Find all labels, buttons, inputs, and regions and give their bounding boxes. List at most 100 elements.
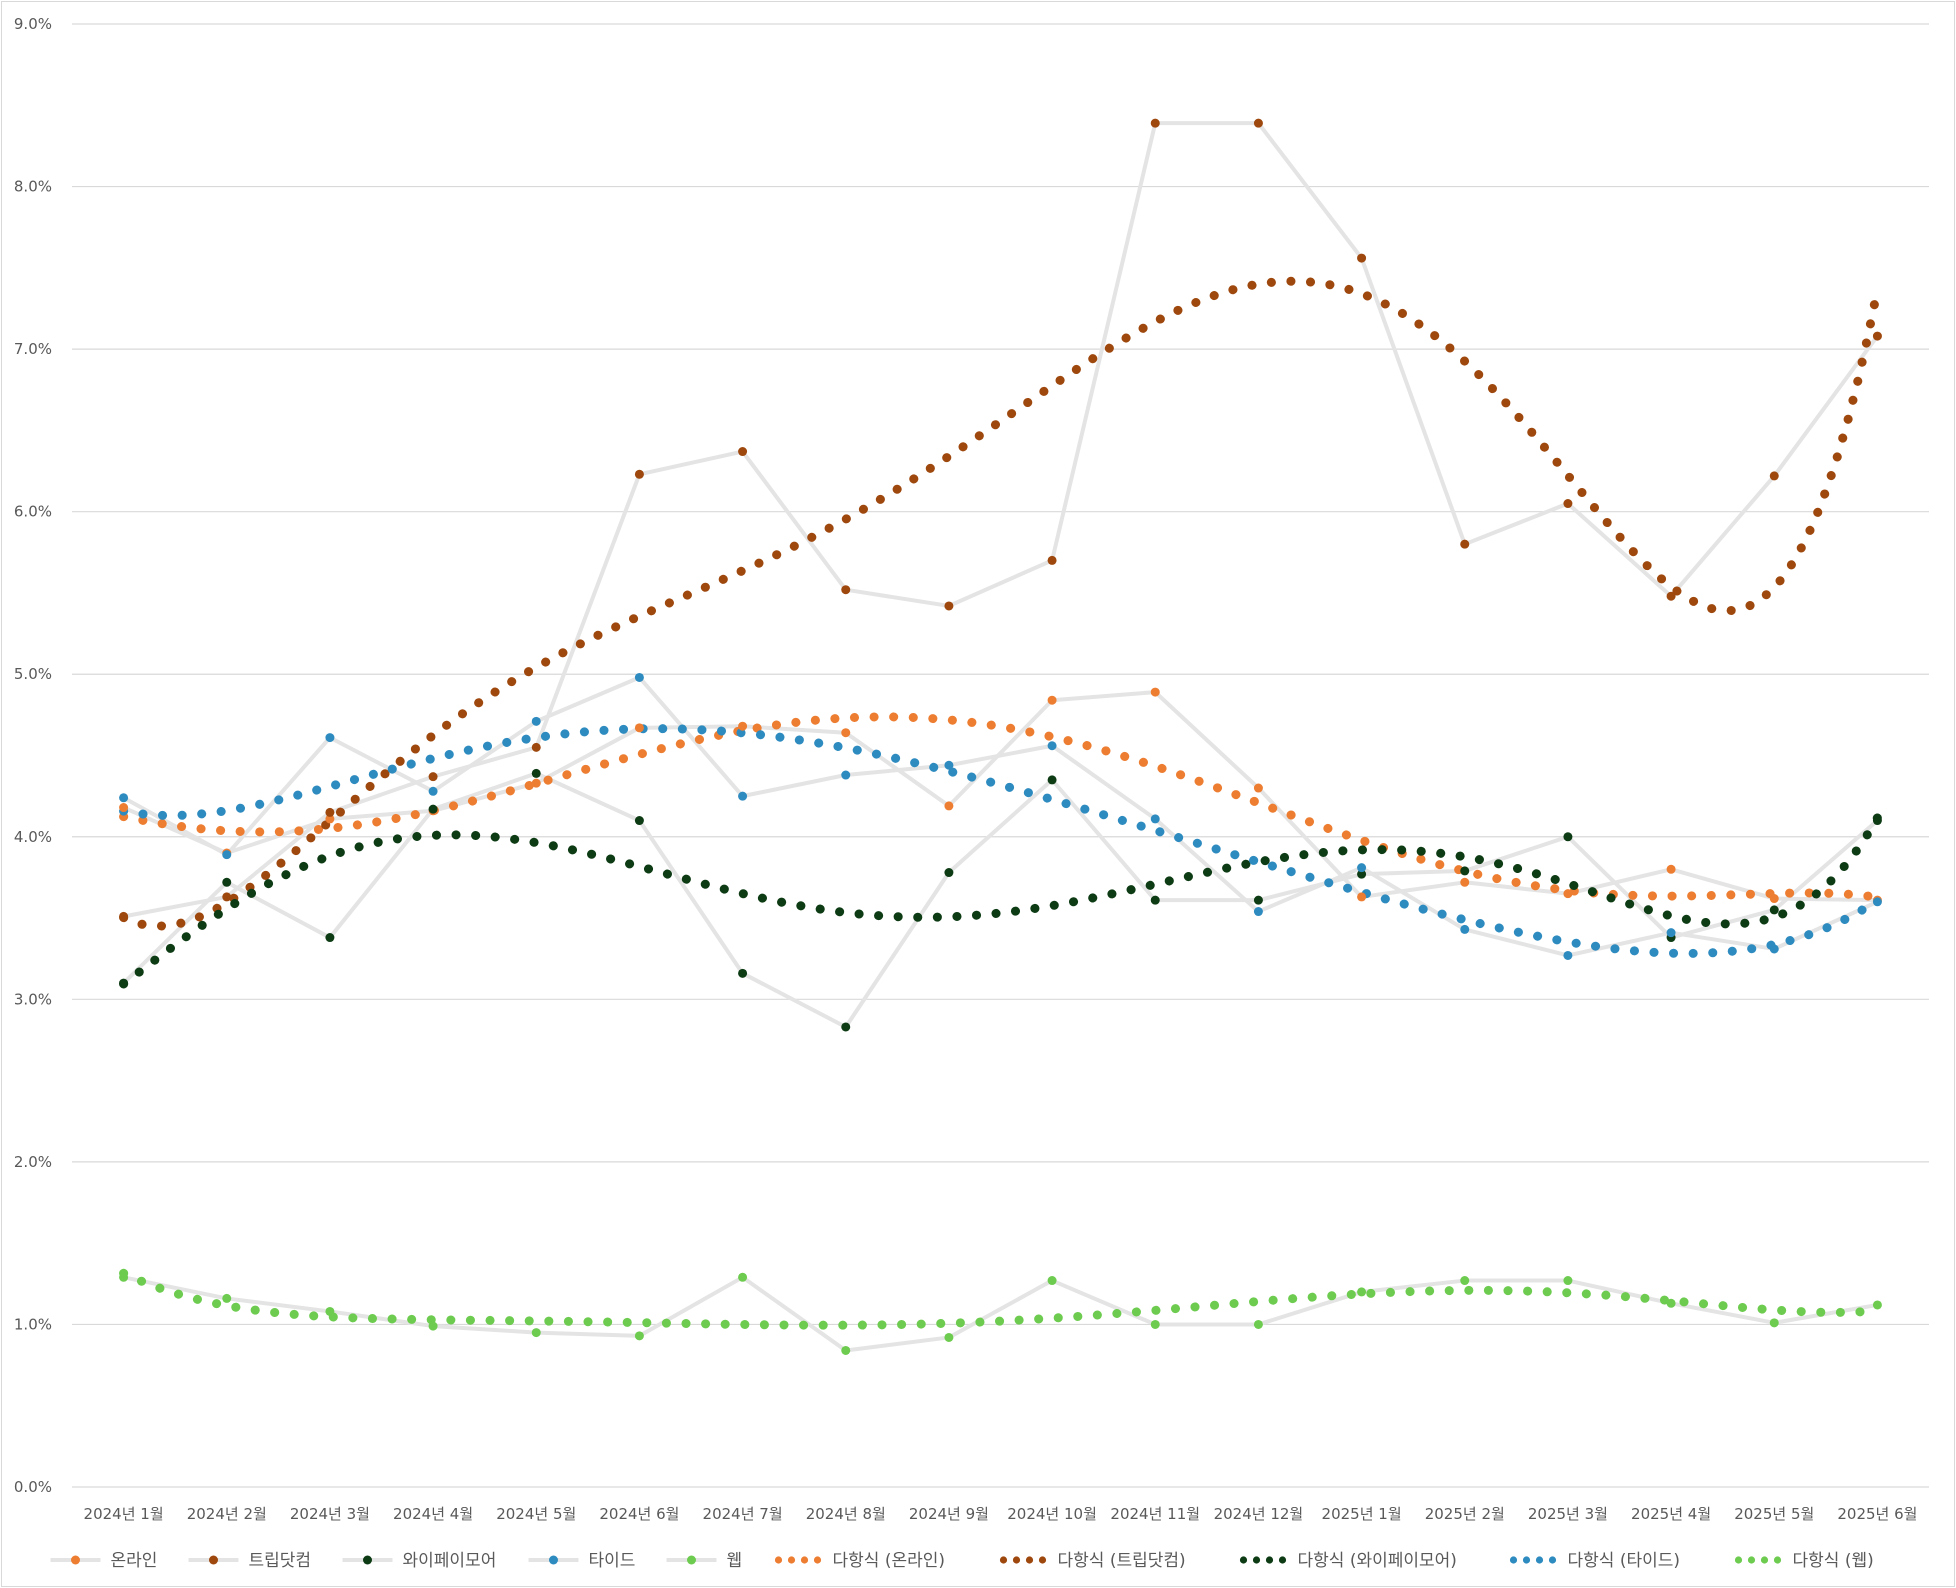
data-point <box>325 933 335 943</box>
x-tick-label: 2024년 1월 <box>84 1505 164 1523</box>
legend-swatch-dot <box>1038 1556 1047 1564</box>
data-point <box>1253 783 1263 793</box>
legend-swatch-marker <box>71 1555 80 1565</box>
data-point <box>1047 695 1057 705</box>
data-point <box>944 601 954 611</box>
x-tick-label: 2024년 8월 <box>806 1505 886 1523</box>
data-point <box>1666 1298 1676 1308</box>
legend-label: 다항식 (타이드) <box>1568 1551 1681 1571</box>
y-tick-label: 3.0% <box>14 990 52 1008</box>
data-point <box>841 585 851 595</box>
x-tick-label: 2025년 1월 <box>1322 1505 1402 1523</box>
data-point <box>1563 499 1573 509</box>
x-tick-label: 2024년 10월 <box>1007 1505 1097 1523</box>
legend-label: 웹 <box>727 1551 743 1571</box>
legend-label: 다항식 (트립닷컴) <box>1058 1551 1186 1571</box>
data-point <box>1047 555 1057 565</box>
trend-line <box>119 276 1882 931</box>
data-point <box>1460 866 1470 876</box>
data-point <box>634 672 644 682</box>
series-lines <box>122 121 1880 1353</box>
data-point <box>841 1022 851 1032</box>
trend-line <box>119 712 1882 902</box>
data-point <box>634 469 644 479</box>
legend-swatch-dot <box>1734 1556 1743 1564</box>
gridlines <box>72 23 1929 1488</box>
legend-swatch-dot <box>1012 1556 1021 1564</box>
legend-item: 온라인 <box>50 1551 157 1571</box>
data-point <box>1357 1287 1367 1297</box>
legend-swatch-dot <box>999 1556 1008 1564</box>
data-point <box>428 786 438 796</box>
data-point <box>119 978 129 988</box>
x-tick-label: 2024년 2월 <box>187 1505 267 1523</box>
x-tick-label: 2025년 2월 <box>1425 1505 1505 1523</box>
data-point <box>634 723 644 733</box>
x-tick-label: 2024년 9월 <box>909 1505 989 1523</box>
data-point <box>1872 897 1882 907</box>
data-point <box>1769 905 1779 915</box>
data-point <box>738 968 748 978</box>
legend-label: 다항식 (와이페이모어) <box>1298 1551 1457 1571</box>
y-tick-label: 1.0% <box>14 1315 52 1333</box>
y-axis-ticks: 0.0% 1.0% 2.0% 3.0% 4.0% 5.0% 6.0% 7.0% 8.0% 9.0% <box>14 15 52 1496</box>
legend-swatch-dot <box>1773 1556 1782 1564</box>
data-point <box>531 742 541 752</box>
data-point <box>634 816 644 826</box>
legend-swatch-dot <box>787 1556 796 1564</box>
series-points <box>119 118 1882 1355</box>
legend-swatch-dot <box>1278 1556 1287 1564</box>
legend-swatch-dot <box>1252 1556 1261 1564</box>
data-point <box>1047 1276 1057 1286</box>
data-point <box>1150 118 1160 128</box>
data-point <box>1769 471 1779 481</box>
data-point <box>1047 775 1057 785</box>
x-tick-label: 2025년 6월 <box>1837 1505 1917 1523</box>
trend-line <box>119 813 1882 989</box>
data-point <box>531 716 541 726</box>
data-point <box>222 850 232 860</box>
data-point <box>119 911 129 921</box>
data-point <box>1872 331 1882 341</box>
data-point <box>531 1328 541 1338</box>
legend-swatch-dot <box>813 1556 822 1564</box>
data-point <box>1253 895 1263 905</box>
data-point <box>1872 816 1882 826</box>
data-point <box>1357 863 1367 873</box>
trend-line <box>119 724 1882 958</box>
data-point <box>634 1331 644 1341</box>
legend-label: 다항식 (온라인) <box>833 1551 946 1571</box>
x-tick-label: 2024년 6월 <box>599 1505 679 1523</box>
y-tick-label: 2.0% <box>14 1153 52 1171</box>
data-point <box>325 807 335 817</box>
data-point <box>1357 253 1367 263</box>
legend-item: 다항식 (와이페이모어) <box>1239 1551 1457 1571</box>
data-point <box>222 892 232 902</box>
x-tick-label: 2025년 3월 <box>1528 1505 1608 1523</box>
data-point <box>119 793 129 803</box>
data-point <box>1460 924 1470 934</box>
legend-swatch-dot <box>1522 1556 1531 1564</box>
x-tick-label: 2024년 5월 <box>496 1505 576 1523</box>
x-tick-label: 2024년 3월 <box>290 1505 370 1523</box>
data-point <box>1769 1318 1779 1328</box>
legend: 온라인 트립닷컴 와이페이모어 타이드 웹 다항식 (온라인) 다항식 (트립닷컴) 다항식 … <box>50 1551 1874 1571</box>
y-tick-label: 0.0% <box>14 1478 52 1496</box>
series-line <box>123 1275 1878 1353</box>
trend-lines <box>119 276 1882 1330</box>
data-point <box>1872 1300 1882 1310</box>
data-point <box>1460 539 1470 549</box>
data-point <box>1047 741 1057 751</box>
legend-swatch-dot <box>800 1556 809 1564</box>
legend-item: 다항식 (트립닷컴) <box>999 1551 1186 1571</box>
data-point <box>1460 877 1470 887</box>
data-point <box>325 733 335 743</box>
legend-swatch-dot <box>774 1556 783 1564</box>
data-point <box>944 868 954 878</box>
legend-swatch-dot <box>1239 1556 1248 1564</box>
data-point <box>222 877 232 887</box>
data-point <box>119 803 129 813</box>
x-tick-label: 2024년 11월 <box>1110 1505 1200 1523</box>
